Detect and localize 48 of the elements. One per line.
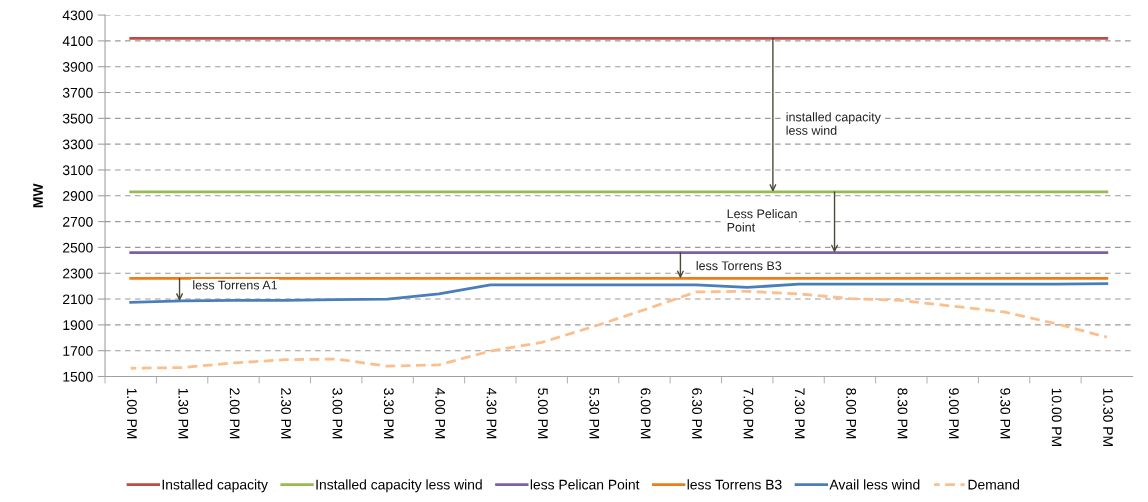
legend-label: Installed capacity	[162, 479, 268, 493]
x-tick-label: 2.30 PM	[281, 388, 291, 439]
annotation: less Torrens B3	[696, 260, 782, 271]
x-tick-label: 1.30 PM	[178, 388, 189, 439]
x-tick-label: 10.30 PM	[1103, 388, 1113, 446]
legend-label: Demand	[968, 479, 1020, 490]
x-tick-label: 3.00 PM	[332, 388, 343, 439]
annotation: Less Pelican Point	[727, 209, 797, 232]
x-tick-label: 6.30 PM	[692, 388, 702, 439]
y-tick-label: 2500	[63, 242, 93, 253]
legend-label: Installed capacity less wind	[316, 479, 482, 493]
y-tick-label: 2100	[63, 294, 93, 305]
y-tick-label: 3100	[62, 165, 93, 176]
annotation: installed capacity less wind	[786, 112, 881, 135]
line-series	[129, 289, 1109, 370]
y-tick-label: 1700	[63, 346, 93, 356]
x-tick-label: 5.00 PM	[537, 388, 548, 439]
x-tick-label: 9.00 PM	[948, 388, 959, 439]
x-tick-label: 8.00 PM	[846, 388, 857, 439]
y-tick-label: 3300	[62, 139, 93, 150]
x-tick-label: 9.30 PM	[1000, 388, 1011, 439]
legend-label: Avail less wind	[829, 479, 920, 490]
x-tick-label: 7.30 PM	[794, 388, 805, 439]
y-tick-label: 2300	[63, 268, 93, 279]
y-tick-label: 3700	[62, 87, 93, 98]
y-tick-label: 4300	[62, 10, 93, 21]
y-tick-label: 2700	[63, 216, 93, 227]
annotation: less Torrens A1	[193, 280, 277, 290]
y-tick-label: 4100	[62, 36, 93, 47]
y-tick-label: 1900	[63, 320, 93, 331]
x-tick-label: 8.30 PM	[897, 388, 908, 439]
x-tick-label: 10.00 PM	[1051, 388, 1062, 446]
y-tick-label: 2900	[63, 191, 93, 201]
x-tick-label: 4.30 PM	[486, 387, 497, 439]
x-tick-label: 4.00 PM	[435, 387, 446, 439]
x-tick-label: 1.00 PM	[127, 388, 137, 439]
x-tick-label: 5.30 PM	[589, 388, 600, 439]
line-series	[129, 282, 1109, 304]
x-tick-label: 3.30 PM	[383, 388, 394, 439]
legend-label: less Pelican Point	[530, 479, 640, 490]
y-tick-label: 3900	[62, 62, 93, 72]
y-tick-label: 3500	[62, 113, 93, 124]
legend-label: less Torrens B3	[687, 479, 782, 490]
y-axis-title: MW	[33, 183, 43, 208]
y-tick-label: 1500	[63, 371, 93, 382]
x-tick-label: 2.00 PM	[229, 388, 240, 439]
x-tick-label: 6.00 PM	[640, 388, 651, 439]
x-tick-label: 7.00 PM	[743, 388, 754, 439]
